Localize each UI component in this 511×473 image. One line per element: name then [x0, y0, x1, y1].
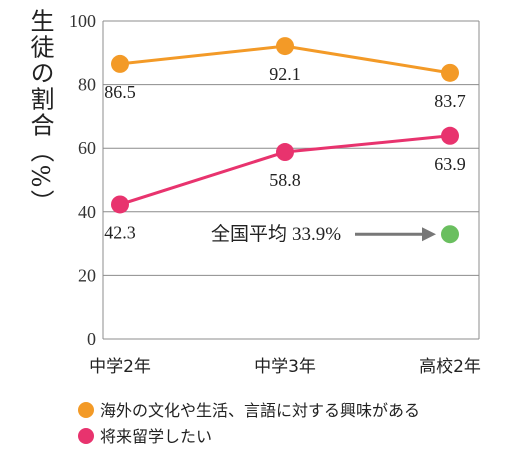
- y-tick-label: 0: [87, 329, 96, 349]
- legend-label: 将来留学したい: [100, 427, 212, 446]
- annotation-point: [441, 225, 459, 244]
- annotation-label: 全国平均: [211, 223, 287, 245]
- y-tick-label: 20: [78, 265, 96, 285]
- data-point: [111, 195, 129, 214]
- data-point: [276, 37, 294, 56]
- data-label: 58.8: [269, 170, 301, 190]
- data-point: [111, 54, 129, 73]
- data-label: 42.3: [104, 222, 136, 242]
- y-tick-label: 40: [78, 202, 96, 222]
- data-point: [276, 143, 294, 162]
- y-axis-title: 生徒の割合（%）: [26, 9, 54, 216]
- data-label: 86.5: [104, 82, 136, 102]
- data-point: [441, 126, 459, 145]
- legend-label: 海外の文化や生活、言語に対する興味がある: [100, 401, 420, 420]
- x-tick-label: 中学2年: [89, 357, 151, 377]
- y-tick-label: 80: [78, 75, 96, 95]
- legend-marker: [78, 428, 94, 444]
- x-tick-label: 中学3年: [254, 357, 316, 377]
- data-label: 63.9: [434, 154, 466, 174]
- y-tick-label: 60: [78, 138, 96, 158]
- axes: 0 20 40 60 80 100 中学2年 中学3年 高校2年 生徒の割合（%）: [26, 9, 481, 377]
- data-label: 92.1: [269, 64, 301, 84]
- annotation-value: 33.9%: [292, 224, 341, 245]
- annotation-arrow-head: [422, 227, 436, 242]
- series-group: [111, 37, 459, 214]
- data-labels: 86.5 92.1 83.7 42.3 58.8 63.9: [104, 64, 466, 242]
- data-point: [441, 63, 459, 82]
- legend-marker: [78, 402, 94, 418]
- x-tick-label: 高校2年: [419, 357, 481, 377]
- data-label: 83.7: [434, 91, 466, 111]
- y-tick-label: 100: [69, 11, 96, 31]
- national-average-annotation: 全国平均 33.9%: [211, 223, 459, 245]
